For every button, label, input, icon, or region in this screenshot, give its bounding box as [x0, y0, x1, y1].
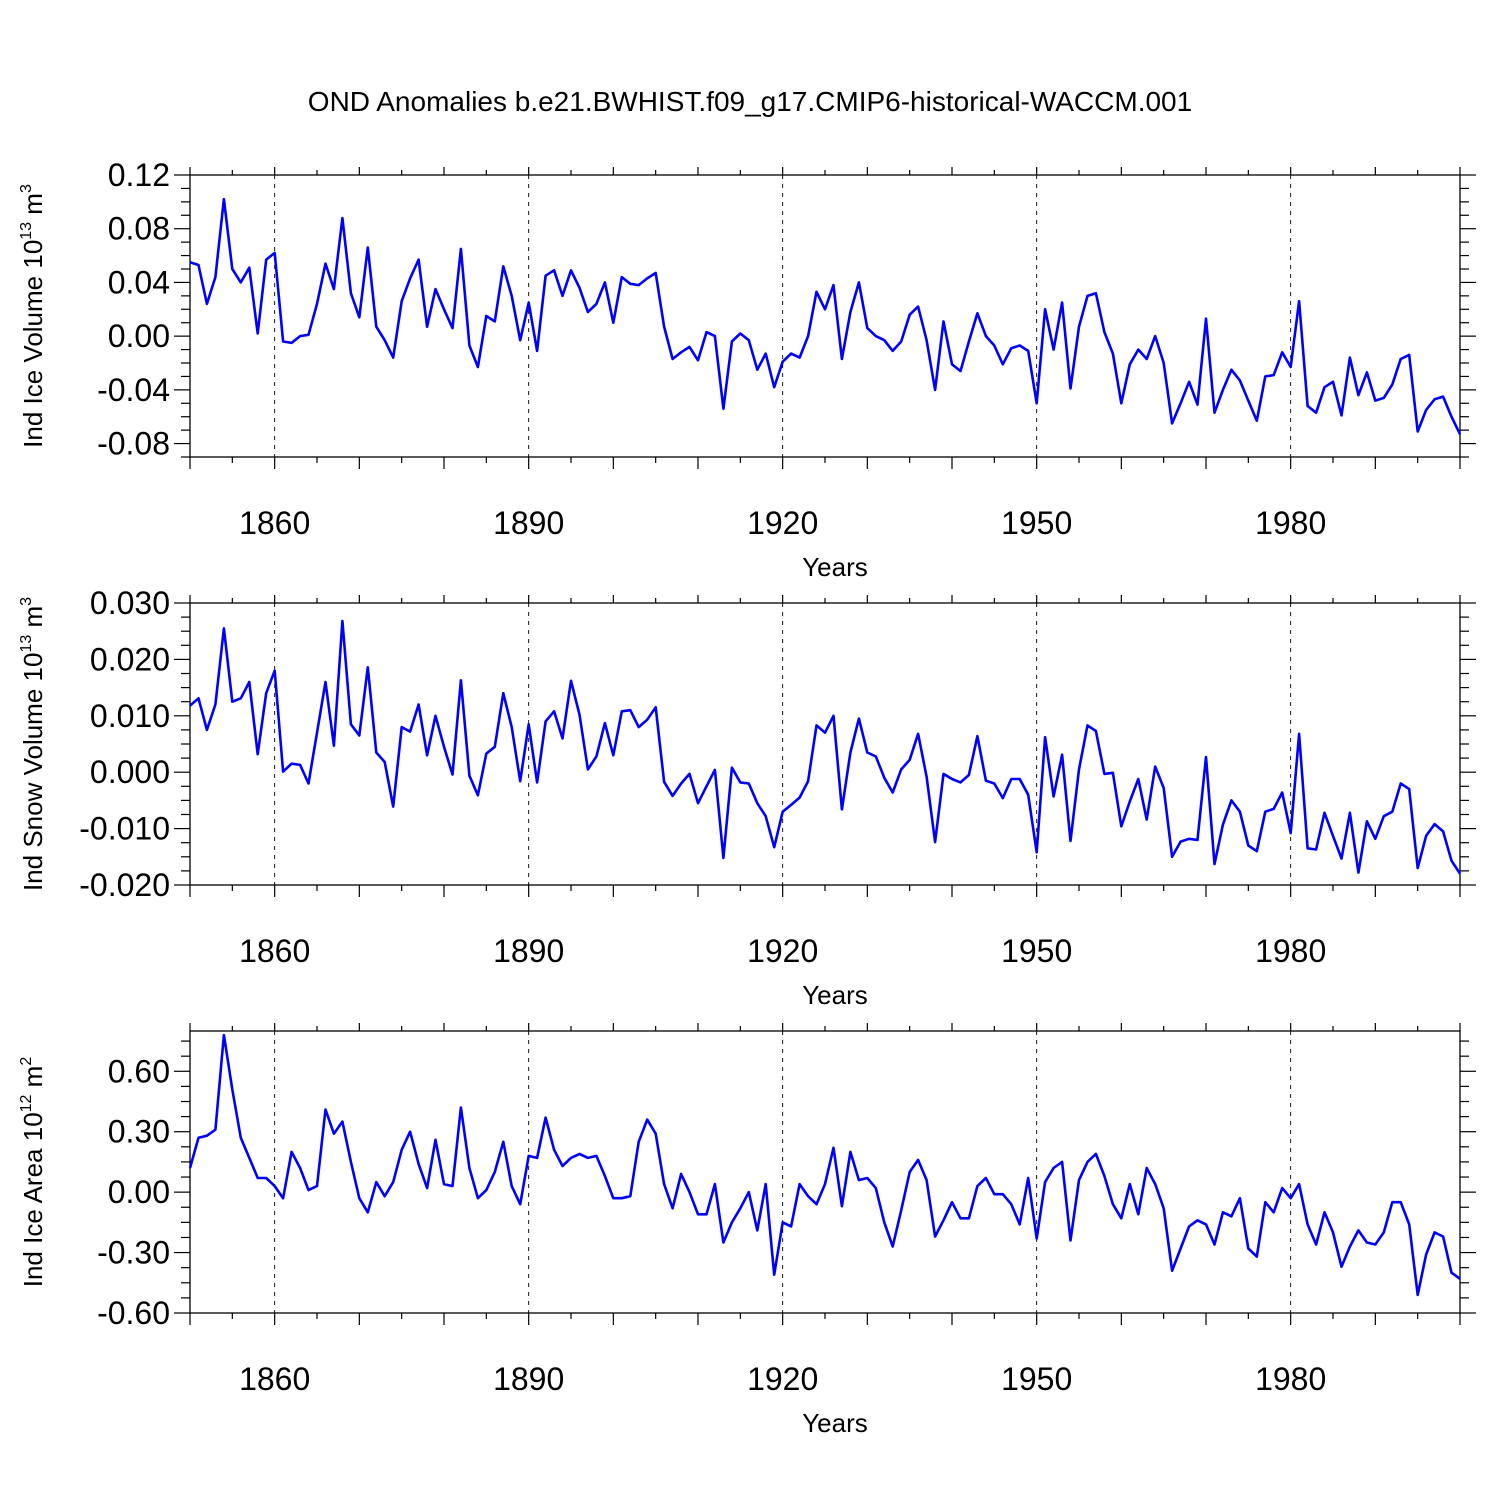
panel-3: -0.60 -0.30 0.00 0.30 0.60 1860 1890 1920 1950 19… — [18, 1023, 1476, 1438]
y-tick-label: 0.000 — [90, 754, 170, 790]
x-tick-label: 1950 — [1001, 933, 1072, 969]
x-tick-label: 1980 — [1255, 1361, 1326, 1397]
x-tick-label: 1860 — [239, 1361, 310, 1397]
y-tick-label: 0.08 — [108, 211, 170, 247]
x-tick-label: 1950 — [1001, 1361, 1072, 1397]
y-tick-label: -0.04 — [97, 372, 170, 408]
x-tick-label: 1980 — [1255, 933, 1326, 969]
x-tick-label: 1890 — [493, 1361, 564, 1397]
data-series-line — [188, 1033, 1461, 1297]
y-tick-label: 0.12 — [108, 157, 170, 193]
y-tick-label: -0.010 — [79, 811, 170, 847]
y-axis-label: Ind Snow Volume 1013 m3 — [18, 597, 48, 891]
y-tick-label: -0.30 — [97, 1235, 170, 1271]
x-tick-label: 1920 — [747, 933, 818, 969]
figure-title: OND Anomalies b.e21.BWHIST.f09_g17.CMIP6… — [308, 86, 1192, 117]
x-tick-label: 1890 — [493, 505, 564, 541]
y-tick-label: -0.08 — [97, 426, 170, 462]
panels: -0.08 -0.04 0.00 0.04 0.08 0.12 1860 1890 1920 19… — [18, 157, 1476, 1438]
y-tick-label: 0.00 — [108, 318, 170, 354]
y-tick-label: 0.010 — [90, 698, 170, 734]
panel-2: -0.020 -0.010 0.000 0.010 0.020 0.030 1860 1890… — [18, 585, 1476, 1010]
y-tick-label: -0.60 — [97, 1295, 170, 1331]
y-tick-label: 0.020 — [90, 641, 170, 677]
x-axis-label: Years — [802, 1408, 868, 1438]
x-tick-label: 1860 — [239, 505, 310, 541]
y-axis-label: Ind Ice Area 1012 m2 — [18, 1057, 48, 1288]
y-tick-label: 0.04 — [108, 264, 170, 300]
data-series-line — [189, 197, 1462, 435]
plot-frame — [189, 174, 1461, 458]
x-axis-label: Years — [802, 552, 868, 582]
x-tick-label: 1860 — [239, 933, 310, 969]
x-tick-label: 1920 — [747, 505, 818, 541]
plot-frame — [189, 1030, 1461, 1314]
x-tick-label: 1950 — [1001, 505, 1072, 541]
y-tick-label: 0.00 — [108, 1174, 170, 1210]
y-axis-label: Ind Ice Volume 1013 m3 — [18, 184, 48, 448]
y-tick-label: 0.030 — [90, 585, 170, 621]
y-tick-label: 0.60 — [108, 1053, 170, 1089]
panel-1: -0.08 -0.04 0.00 0.04 0.08 0.12 1860 1890 1920 19… — [18, 157, 1476, 582]
data-series-line — [189, 619, 1462, 875]
x-tick-label: 1890 — [493, 933, 564, 969]
x-tick-label: 1920 — [747, 1361, 818, 1397]
x-tick-label: 1980 — [1255, 505, 1326, 541]
x-axis-label: Years — [802, 980, 868, 1010]
y-tick-label: -0.020 — [79, 867, 170, 903]
y-tick-label: 0.30 — [108, 1114, 170, 1150]
plot-frame — [189, 602, 1461, 886]
